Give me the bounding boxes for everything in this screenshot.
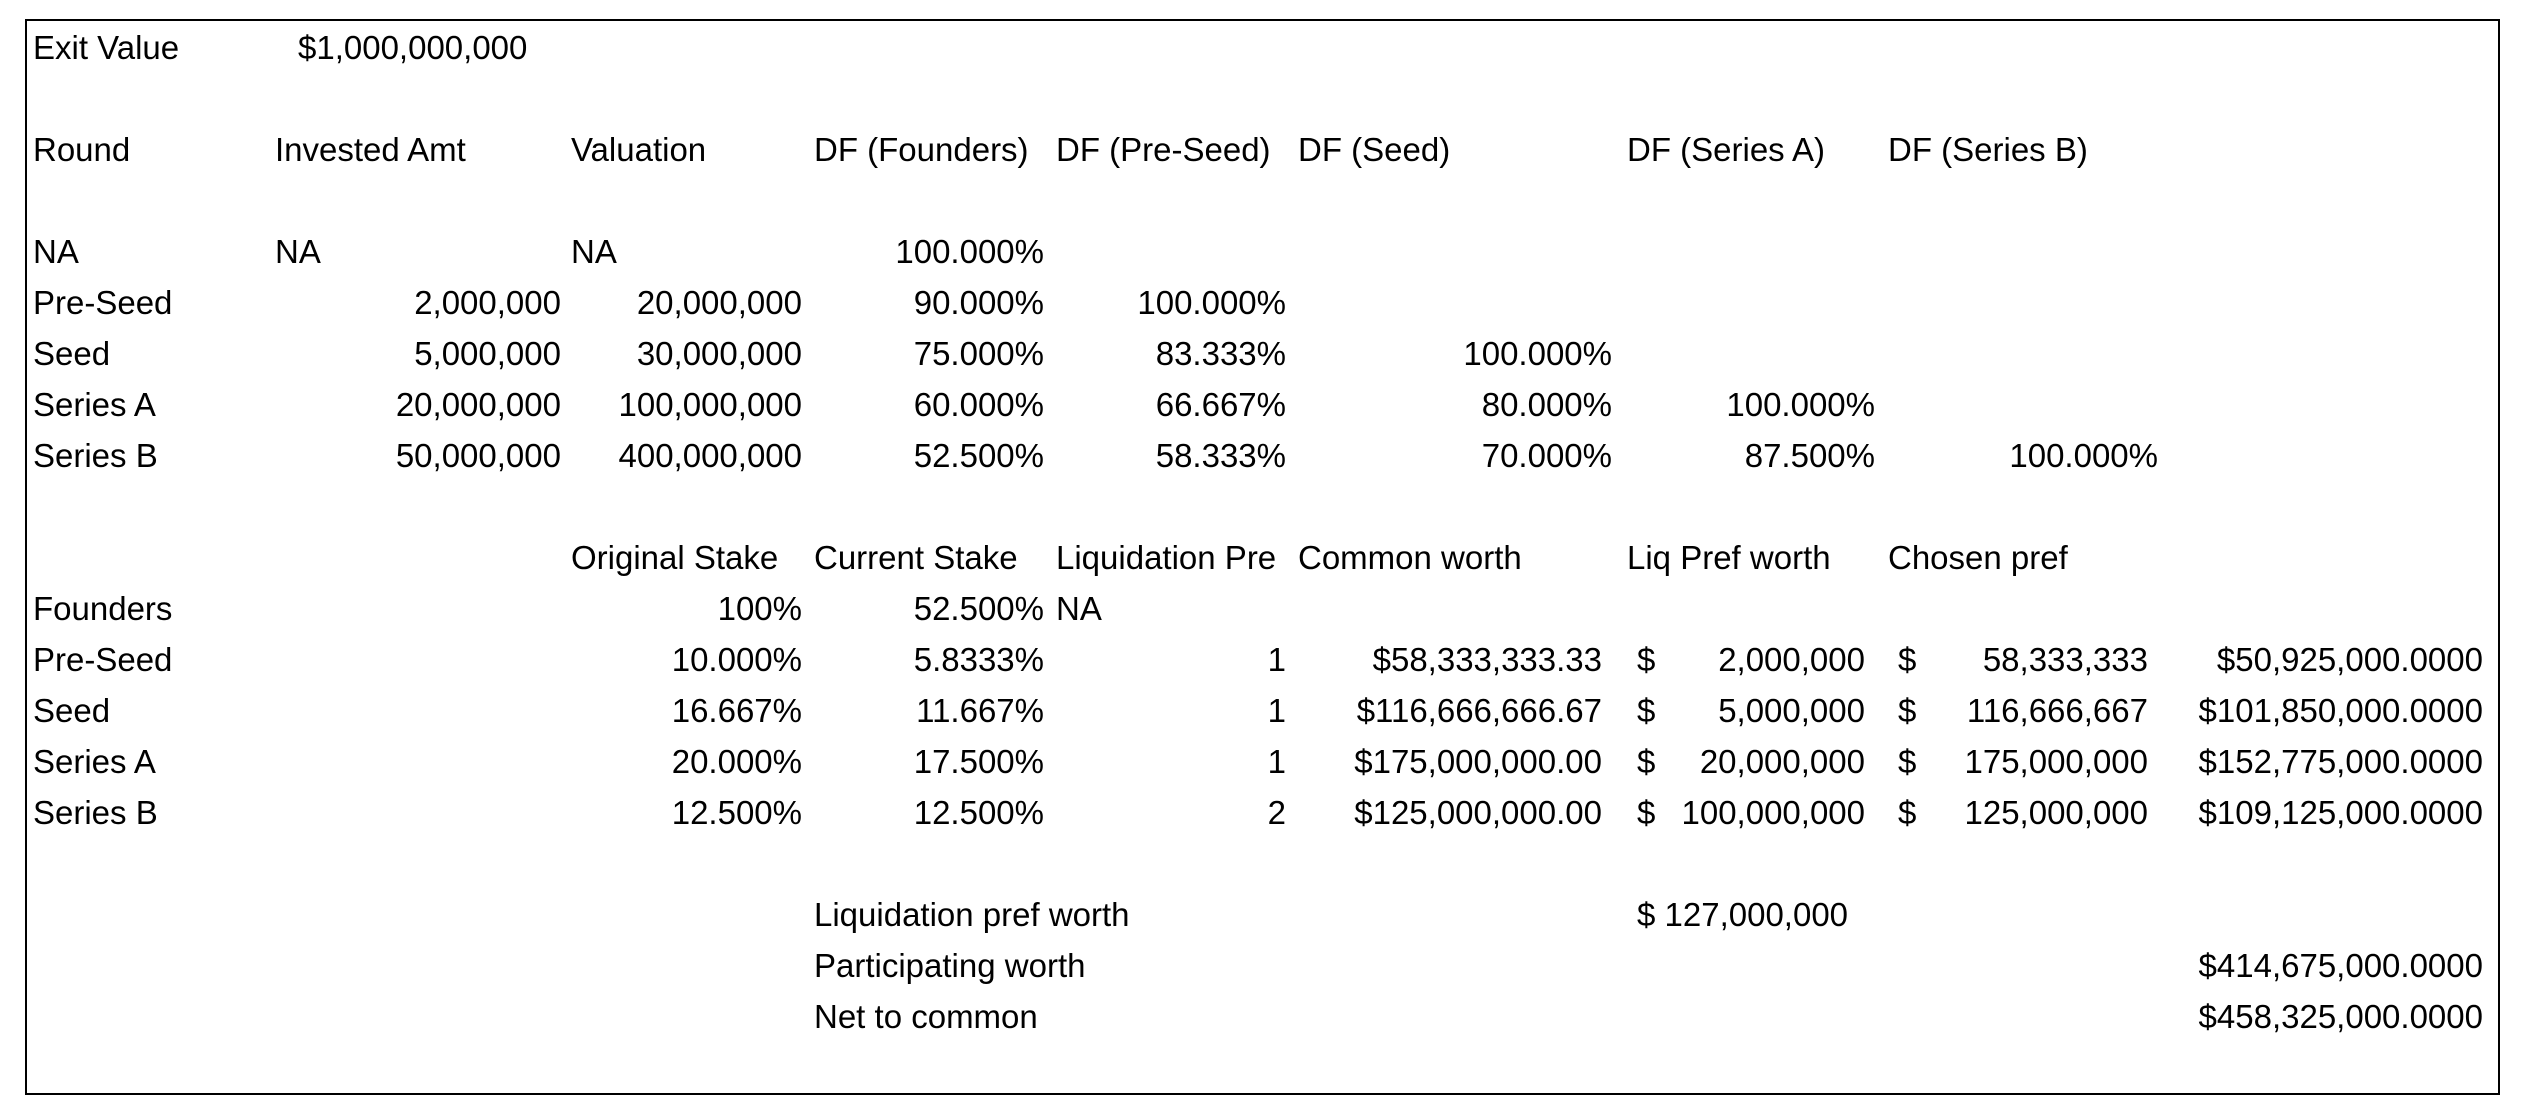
current-stake: 52.500% (913, 590, 1044, 627)
valuation: NA (571, 233, 617, 270)
liquidation-pref: 1 (1267, 692, 1286, 729)
round-name: Series B (33, 437, 158, 474)
holder-name: Pre-Seed (33, 641, 173, 678)
df-founders: 52.500% (913, 437, 1044, 474)
liquidation-pref: 1 (1267, 743, 1286, 780)
invested-amount: 2,000,000 (414, 284, 561, 321)
header-current-stake: Current Stake (814, 539, 1018, 576)
header-liquidation-pref: Liquidation Pre (1056, 539, 1277, 576)
df-seed: 100.000% (1463, 335, 1612, 372)
header-df-seed: DF (Seed) (1298, 131, 1451, 168)
current-stake: 5.8333% (913, 641, 1044, 678)
header-liq-pref-worth: Liq Pref worth (1627, 539, 1831, 576)
liq-pref-currency: $ (1637, 743, 1656, 780)
invested-amount: 50,000,000 (395, 437, 561, 474)
liquidation-pref: 1 (1267, 641, 1286, 678)
df-founders: 60.000% (913, 386, 1044, 423)
net-to-common-value: $458,325,000.0000 (2198, 998, 2483, 1035)
df-preseed: 83.333% (1155, 335, 1286, 372)
participating-worth-label: Participating worth (814, 947, 1086, 984)
holder-name: Founders (33, 590, 173, 627)
chosen-pref-currency: $ (1898, 743, 1917, 780)
chosen-pref: 116,666,667 (1966, 692, 2148, 729)
current-stake: 17.500% (913, 743, 1044, 780)
current-stake: 12.500% (913, 794, 1044, 831)
net-to-common-label: Net to common (814, 998, 1038, 1035)
chosen-pref-currency: $ (1898, 794, 1917, 831)
liq-pref-currency: $ (1637, 692, 1656, 729)
df-series-b: 100.000% (2009, 437, 2158, 474)
common-worth: $175,000,000.00 (1354, 743, 1602, 780)
df-series-a: 87.500% (1744, 437, 1875, 474)
final-payout: $50,925,000.0000 (2216, 641, 2483, 678)
common-worth: $116,666,666.67 (1356, 692, 1602, 729)
header-df-founders: DF (Founders) (814, 131, 1029, 168)
invested-amount: 5,000,000 (414, 335, 561, 372)
round-name: Pre-Seed (33, 284, 173, 321)
chosen-pref: 125,000,000 (1964, 794, 2148, 831)
header-invested: Invested Amt (275, 131, 466, 168)
invested-amount: 20,000,000 (395, 386, 561, 423)
holder-name: Seed (33, 692, 111, 729)
liq-pref-worth: 5,000,000 (1718, 692, 1865, 729)
current-stake: 11.667% (916, 692, 1044, 729)
chosen-pref: 175,000,000 (1964, 743, 2148, 780)
liq-pref-currency: $ (1637, 794, 1656, 831)
df-founders: 75.000% (913, 335, 1044, 372)
holder-name: Series A (33, 743, 156, 780)
holder-name: Series B (33, 794, 158, 831)
final-payout: $101,850,000.0000 (2198, 692, 2483, 729)
participating-worth-value: $414,675,000.0000 (2198, 947, 2483, 984)
liq-pref-currency: $ (1637, 641, 1656, 678)
exit-value-label: Exit Value (33, 29, 180, 66)
original-stake: 12.500% (671, 794, 802, 831)
original-stake: 20.000% (671, 743, 802, 780)
df-founders: 90.000% (913, 284, 1044, 321)
header-valuation: Valuation (571, 131, 707, 168)
round-name: NA (33, 233, 79, 270)
valuation: 400,000,000 (618, 437, 802, 474)
valuation: 20,000,000 (636, 284, 802, 321)
common-worth: $125,000,000.00 (1354, 794, 1602, 831)
invested-amount: NA (275, 233, 321, 270)
liq-pref-worth: 100,000,000 (1681, 794, 1865, 831)
liquidation-pref-worth-value: $ 127,000,000 (1637, 896, 1849, 933)
sheet-frame (25, 19, 2500, 1095)
df-seed: 80.000% (1481, 386, 1612, 423)
original-stake: 16.667% (671, 692, 802, 729)
liquidation-pref: 2 (1267, 794, 1286, 831)
final-payout: $109,125,000.0000 (2198, 794, 2483, 831)
liquidation-pref-worth-label: Liquidation pref worth (814, 896, 1130, 933)
header-chosen-pref: Chosen pref (1888, 539, 2068, 576)
header-df-series-b: DF (Series B) (1888, 131, 2088, 168)
valuation: 100,000,000 (618, 386, 802, 423)
header-round: Round (33, 131, 131, 168)
df-founders: 100.000% (895, 233, 1044, 270)
df-preseed: 58.333% (1155, 437, 1286, 474)
df-preseed: 66.667% (1155, 386, 1286, 423)
header-df-preseed: DF (Pre-Seed) (1056, 131, 1271, 168)
header-common-worth: Common worth (1298, 539, 1522, 576)
chosen-pref-currency: $ (1898, 692, 1917, 729)
original-stake: 10.000% (671, 641, 802, 678)
liq-pref-worth: 20,000,000 (1699, 743, 1865, 780)
round-name: Seed (33, 335, 111, 372)
original-stake: 100% (717, 590, 802, 627)
liq-pref-worth: 2,000,000 (1718, 641, 1865, 678)
df-preseed: 100.000% (1137, 284, 1286, 321)
exit-value: $1,000,000,000 (298, 29, 528, 66)
df-seed: 70.000% (1481, 437, 1612, 474)
chosen-pref-currency: $ (1898, 641, 1917, 678)
header-df-series-a: DF (Series A) (1627, 131, 1826, 168)
common-worth: $58,333,333.33 (1372, 641, 1602, 678)
final-payout: $152,775,000.0000 (2198, 743, 2483, 780)
header-original-stake: Original Stake (571, 539, 779, 576)
valuation: 30,000,000 (636, 335, 802, 372)
round-name: Series A (33, 386, 156, 423)
liquidation-pref: NA (1056, 590, 1102, 627)
df-series-a: 100.000% (1726, 386, 1875, 423)
chosen-pref: 58,333,333 (1982, 641, 2148, 678)
